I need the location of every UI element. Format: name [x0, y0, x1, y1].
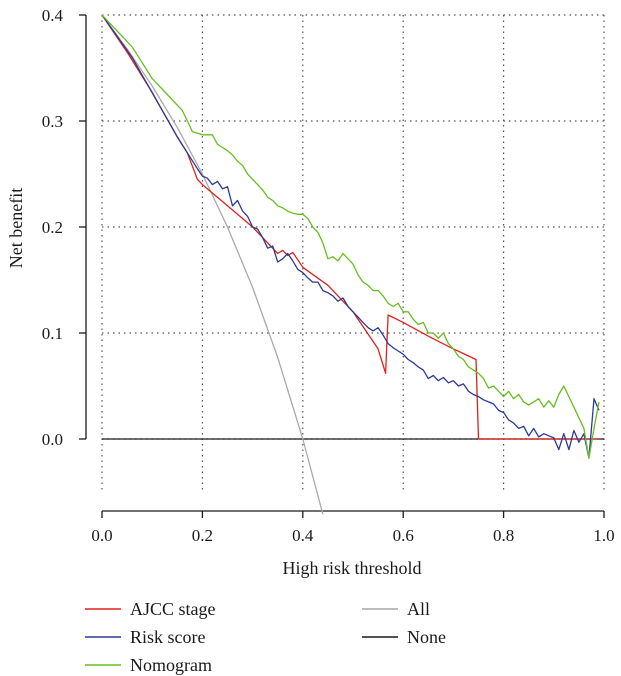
y-tick-label-1: 0.1	[42, 324, 63, 343]
legend-label-ajcc-stage: AJCC stage	[130, 599, 216, 619]
y-tick-label-0: 0.0	[42, 430, 63, 449]
x-axis-title: High risk threshold	[283, 558, 422, 578]
legend-label-none: None	[407, 627, 446, 647]
series-lines	[101, 14, 604, 515]
axes: 0.0 0.2 0.4 0.6 0.8 1.0 0.0 0.1 0.2 0.3 0.4	[42, 6, 615, 545]
series-line-risk-score	[101, 14, 600, 459]
y-tick-label-3: 0.3	[42, 112, 63, 131]
x-tick-label-1: 0.2	[192, 526, 213, 545]
y-tick-label-4: 0.4	[42, 6, 64, 25]
x-tick-label-2: 0.4	[292, 526, 314, 545]
series-line-all	[101, 14, 324, 515]
series-line-nomogram	[101, 14, 600, 459]
x-tick-label-4: 0.8	[493, 526, 514, 545]
legend-label-nomogram: Nomogram	[130, 655, 212, 675]
x-tick-label-0: 0.0	[91, 526, 112, 545]
x-tick-label-5: 1.0	[593, 526, 614, 545]
y-tick-label-2: 0.2	[42, 218, 63, 237]
grid-lines	[101, 14, 605, 493]
legend: AJCC stage Risk score Nomogram All None	[85, 599, 446, 675]
x-tick-label-3: 0.6	[393, 526, 414, 545]
y-axis-title: Net benefit	[6, 188, 26, 268]
series-line-ajcc-stage	[101, 14, 599, 440]
legend-label-all: All	[407, 599, 430, 619]
legend-label-risk-score: Risk score	[130, 627, 206, 647]
